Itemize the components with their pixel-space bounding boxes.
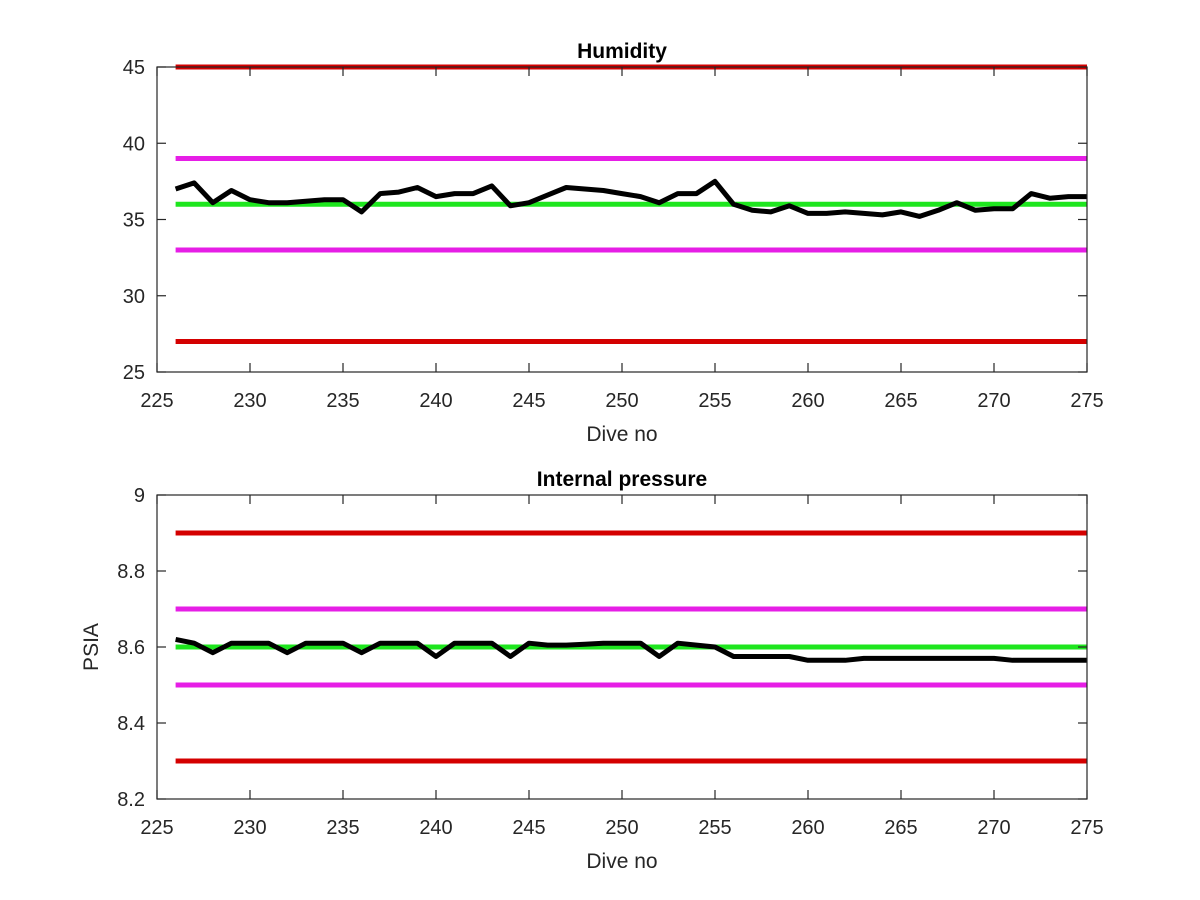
y-tick-label: 45 bbox=[123, 57, 145, 79]
x-tick-label: 260 bbox=[791, 390, 824, 412]
data-series-line bbox=[174, 178, 1087, 219]
internal-pressure-plot: 225 230 235 240 245 250 255 260 265 270 275 8.2 8.4 8… bbox=[80, 468, 1104, 873]
x-tick-label: 240 bbox=[419, 817, 452, 839]
y-tick-label: 8.8 bbox=[117, 561, 145, 583]
x-tick-label: 270 bbox=[977, 390, 1010, 412]
x-tick-label: 225 bbox=[140, 390, 173, 412]
humidity-plot: 225 230 235 240 245 250 255 260 265 270 275 25 30 35 4… bbox=[123, 40, 1104, 446]
data-series-line bbox=[175, 636, 1087, 663]
y-axis-label: PSIA bbox=[80, 623, 103, 671]
x-tick-label: 235 bbox=[326, 390, 359, 412]
y-tick-label: 8.6 bbox=[117, 637, 145, 659]
x-tick-label: 275 bbox=[1070, 390, 1103, 412]
y-tick-label: 30 bbox=[123, 286, 145, 308]
x-tick-label: 260 bbox=[791, 817, 824, 839]
x-tick-label: 265 bbox=[884, 817, 917, 839]
x-tick-label: 245 bbox=[512, 817, 545, 839]
x-tick-label: 245 bbox=[512, 390, 545, 412]
plot-title: Internal pressure bbox=[537, 468, 707, 491]
x-tick-label: 265 bbox=[884, 390, 917, 412]
x-axis-label: Dive no bbox=[586, 423, 657, 446]
x-axis-label: Dive no bbox=[586, 850, 657, 873]
x-tick-label: 255 bbox=[698, 390, 731, 412]
x-tick-label: 250 bbox=[605, 390, 638, 412]
y-tick-label: 9 bbox=[134, 485, 145, 507]
x-tick-label: 275 bbox=[1070, 817, 1103, 839]
y-tick-label: 8.2 bbox=[117, 789, 145, 811]
x-tick-label: 230 bbox=[233, 817, 266, 839]
x-tick-label: 235 bbox=[326, 817, 359, 839]
y-tick-label: 35 bbox=[123, 210, 145, 232]
y-tick-label: 25 bbox=[123, 362, 145, 384]
x-tick-label: 270 bbox=[977, 817, 1010, 839]
x-tick-label: 250 bbox=[605, 817, 638, 839]
x-tick-label: 230 bbox=[233, 390, 266, 412]
x-tick-label: 255 bbox=[698, 817, 731, 839]
y-tick-label: 8.4 bbox=[117, 713, 145, 735]
plot-title: Humidity bbox=[577, 40, 667, 63]
y-tick-label: 40 bbox=[123, 133, 145, 155]
x-tick-label: 225 bbox=[140, 817, 173, 839]
x-tick-label: 240 bbox=[419, 390, 452, 412]
